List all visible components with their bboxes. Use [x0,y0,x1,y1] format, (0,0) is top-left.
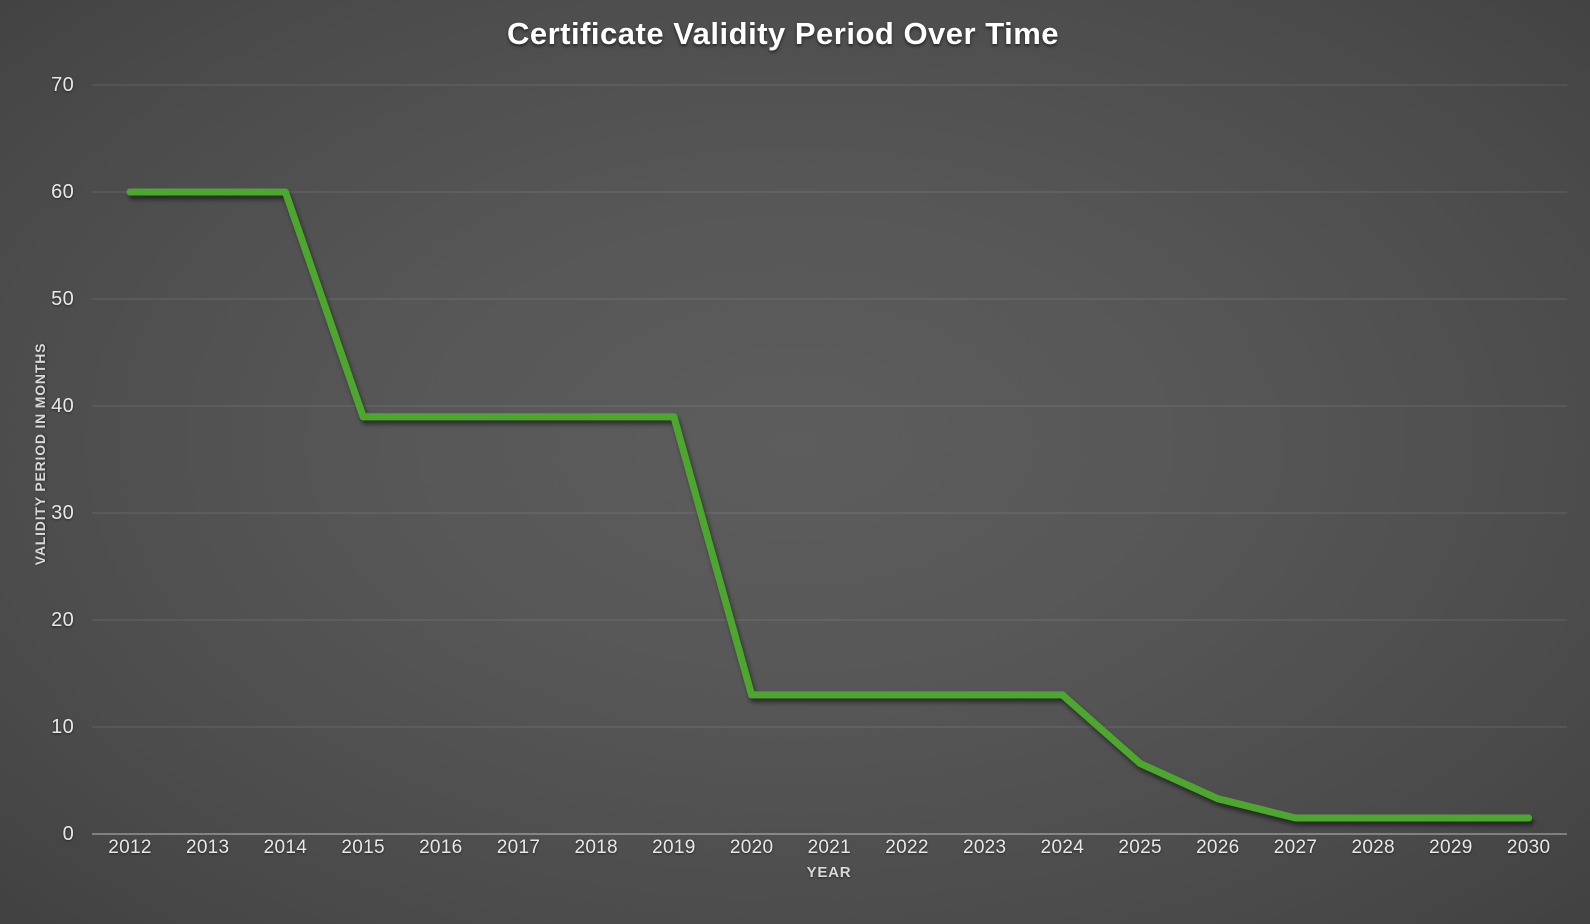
x-tick-label: 2027 [1273,837,1318,858]
x-tick-label: 2029 [1429,837,1473,858]
y-tick-label: 60 [51,181,74,203]
y-tick-label: 70 [51,74,74,96]
x-tick-label: 2013 [185,837,230,858]
x-tick-label: 2021 [807,837,852,858]
y-tick-label: 10 [51,716,74,738]
y-tick-label: 40 [51,395,74,417]
y-tick-label: 0 [62,823,74,845]
x-tick-label: 2022 [885,837,929,858]
x-tick-label: 2014 [263,837,308,858]
x-tick-label: 2024 [1040,837,1085,858]
y-tick-label: 50 [51,288,74,310]
x-tick-label: 2016 [419,837,463,858]
x-tick-label: 2025 [1118,837,1162,858]
x-tick-label: 2019 [652,837,696,858]
x-axis-title: YEAR [806,864,852,881]
x-tick-label: 2015 [341,837,385,858]
horizontal-gridlines [92,84,1567,835]
y-axis-title: VALIDITY PERIOD IN MONTHS [32,342,48,566]
x-tick-label: 2026 [1196,837,1240,858]
y-tick-label: 30 [51,502,74,524]
x-tick-label: 2030 [1506,837,1551,858]
validity-period-line [126,188,1533,822]
x-tick-label: 2028 [1351,837,1395,858]
x-tick-label: 2020 [729,837,774,858]
chart-title: Certificate Validity Period Over Time [506,16,1060,51]
y-tick-label: 20 [51,609,74,631]
x-tick-label: 2018 [574,837,618,858]
x-tick-label: 2023 [962,837,1007,858]
x-tick-label: 2017 [496,837,541,858]
x-tick-label: 2012 [108,837,152,858]
